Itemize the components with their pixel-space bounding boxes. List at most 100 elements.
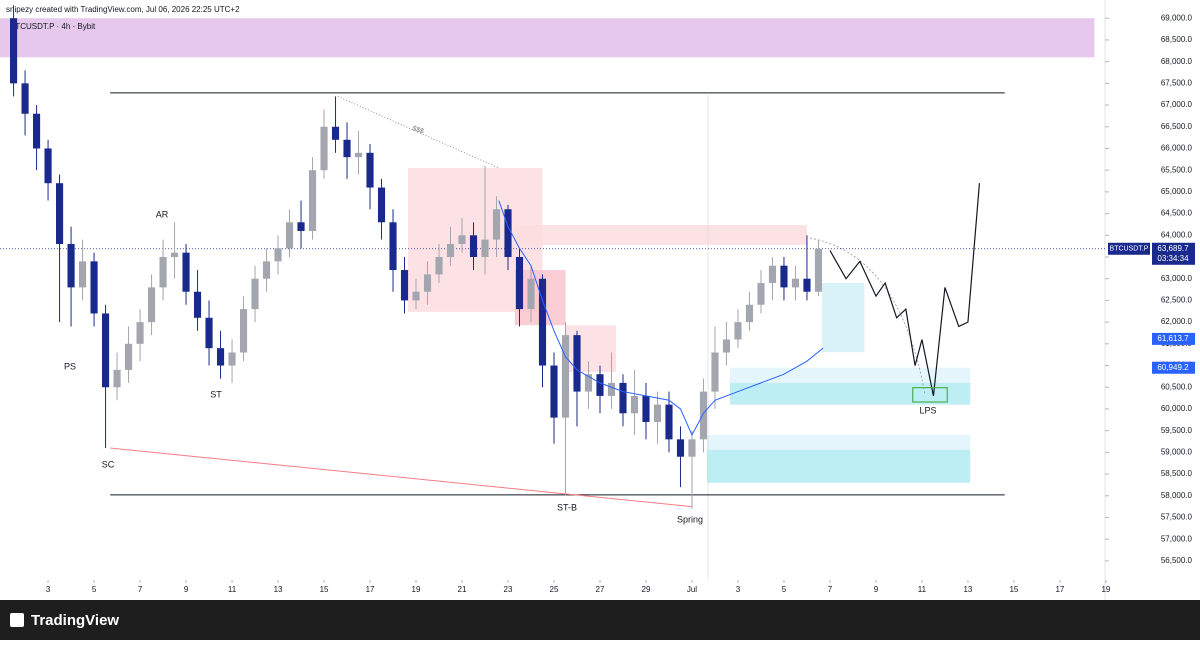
- candle-body: [768, 265, 777, 284]
- candle-body: [745, 304, 754, 323]
- candle-body: [642, 395, 650, 422]
- candle-body: [619, 382, 627, 414]
- candle-body: [469, 235, 478, 258]
- zone: [706, 435, 971, 450]
- candle-body: [412, 291, 420, 301]
- overlay-line: [498, 200, 824, 437]
- logo-mark: [10, 613, 24, 627]
- last-price-label: 63,689.7: [1157, 244, 1189, 253]
- candle-body: [262, 261, 271, 279]
- candle-body: [400, 270, 409, 301]
- zone: [0, 18, 1095, 58]
- candle-body: [21, 83, 29, 114]
- x-tick-label: 9: [874, 585, 879, 594]
- candle-body: [722, 339, 731, 353]
- candle-body: [561, 335, 570, 418]
- zone: [821, 283, 865, 353]
- zone: [706, 449, 971, 483]
- y-tick-label: 60,500.0: [1161, 382, 1193, 391]
- candle-body: [147, 287, 156, 323]
- credit: snipezy created with TradingView.com, Ju…: [6, 5, 240, 14]
- y-tick-label: 64,000.0: [1161, 230, 1193, 239]
- candle-body: [630, 395, 639, 414]
- x-tick-label: 13: [274, 585, 283, 594]
- y-tick-label: 59,500.0: [1161, 426, 1193, 435]
- x-tick-label: 17: [366, 585, 375, 594]
- annotation: Spring: [677, 514, 703, 524]
- instrument: BTCUSDT.P · 4h · Bybit: [10, 22, 96, 31]
- y-tick-label: 56,500.0: [1161, 556, 1193, 565]
- y-tick-label: 68,500.0: [1161, 35, 1193, 44]
- candle-body: [504, 209, 512, 258]
- x-tick-label: 11: [918, 585, 927, 594]
- y-tick-label: 62,500.0: [1161, 296, 1193, 305]
- countdown: 03:34:34: [1157, 254, 1189, 263]
- price-badge-label: 60,949.2: [1157, 363, 1189, 372]
- candle-body: [78, 261, 87, 288]
- projection-line: [829, 183, 981, 397]
- candle-body: [665, 404, 673, 440]
- candle-body: [55, 183, 64, 244]
- x-tick-label: 7: [138, 585, 143, 594]
- x-tick-label: 17: [1055, 585, 1064, 594]
- annotation: SC: [102, 459, 115, 469]
- x-tick-label: 5: [782, 585, 787, 594]
- x-tick-label: 7: [828, 585, 833, 594]
- candle-body: [113, 369, 121, 388]
- candle-body: [481, 239, 489, 258]
- candle-body: [550, 365, 558, 418]
- x-tick-label: Jul: [687, 585, 697, 594]
- x-tick-label: 19: [1101, 585, 1110, 594]
- candle-body: [573, 335, 581, 392]
- candle-body: [285, 222, 294, 249]
- candle-body: [814, 248, 823, 292]
- y-tick-label: 58,000.0: [1161, 491, 1193, 500]
- y-tick-label: 65,500.0: [1161, 165, 1193, 174]
- y-tick-label: 57,500.0: [1161, 513, 1193, 522]
- y-tick-label: 67,000.0: [1161, 100, 1193, 109]
- candle-body: [216, 348, 225, 366]
- candle-body: [239, 309, 248, 353]
- symbol-badge: [1108, 242, 1150, 255]
- candle-body: [688, 439, 696, 457]
- candle-body: [446, 243, 455, 258]
- brand: TradingView: [31, 612, 119, 629]
- candle-body: [331, 126, 340, 140]
- x-tick-label: 27: [596, 585, 605, 594]
- candle-body: [538, 278, 547, 366]
- x-tick-label: 25: [550, 585, 559, 594]
- candle-body: [515, 257, 524, 310]
- target-box: [912, 387, 948, 403]
- projection-arc: [809, 237, 926, 396]
- zone: [729, 367, 971, 383]
- level-line: [110, 447, 693, 508]
- candle-body: [389, 222, 397, 271]
- candle-body: [182, 252, 190, 292]
- candle-body: [734, 322, 742, 340]
- y-tick-label: 69,000.0: [1161, 13, 1193, 22]
- y-tick-label: 57,000.0: [1161, 534, 1193, 543]
- candle-body: [251, 278, 259, 310]
- candle-body: [228, 352, 236, 366]
- price-badge: [1152, 361, 1195, 374]
- x-tick-label: 29: [642, 585, 651, 594]
- x-tick-label: 13: [963, 585, 972, 594]
- candle-body: [136, 322, 144, 344]
- last-price-badge: [1152, 242, 1195, 265]
- candle-body: [711, 352, 719, 392]
- x-tick-label: 19: [412, 585, 421, 594]
- candle-body: [170, 252, 179, 258]
- y-tick-label: 58,500.0: [1161, 469, 1193, 478]
- zone: [729, 382, 971, 405]
- x-tick-label: 15: [1009, 585, 1018, 594]
- y-tick-label: 64,500.0: [1161, 209, 1193, 218]
- y-tick-label: 65,000.0: [1161, 187, 1193, 196]
- candle-body: [90, 261, 98, 314]
- y-tick-label: 60,000.0: [1161, 404, 1193, 413]
- candle-body: [354, 152, 363, 158]
- candle-body: [320, 126, 328, 171]
- annotation: LPS: [919, 405, 936, 415]
- candle-body: [596, 374, 604, 396]
- candle-body: [33, 113, 41, 149]
